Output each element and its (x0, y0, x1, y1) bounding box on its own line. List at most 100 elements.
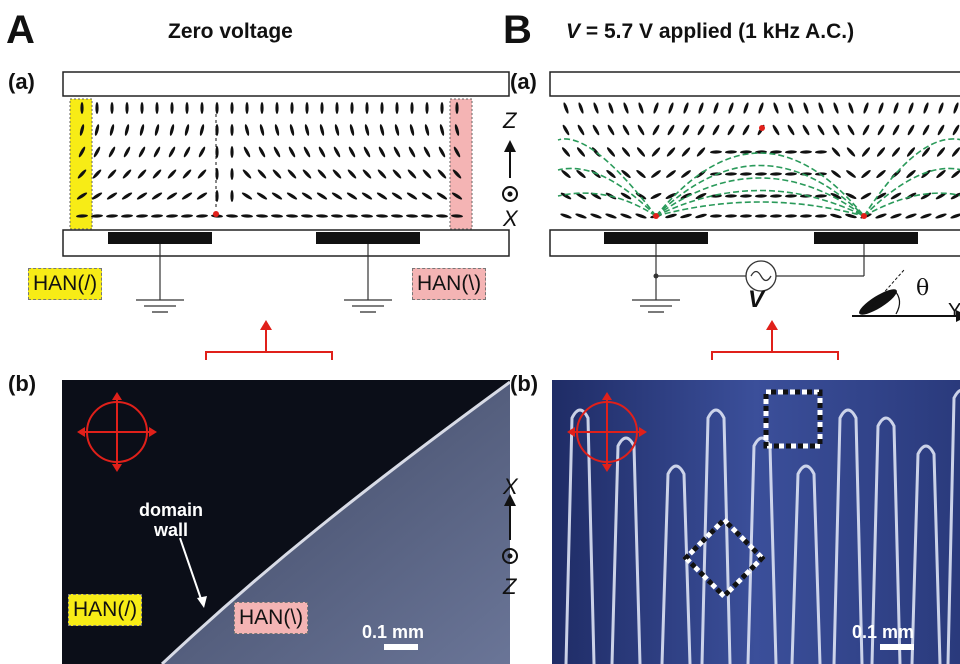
electrode-left (108, 232, 212, 244)
lc-molecule (953, 102, 959, 114)
lc-molecule (605, 213, 617, 219)
lc-molecule (788, 102, 794, 114)
lc-molecule (166, 214, 178, 218)
lc-molecule (76, 214, 88, 218)
lc-molecule (364, 124, 370, 136)
lc-molecule (906, 147, 916, 157)
lc-molecule (665, 213, 677, 219)
lc-molecule (196, 192, 208, 200)
polarizer-crosshair (79, 394, 155, 470)
stripe-domain (790, 464, 822, 664)
stripe-domain (946, 388, 960, 664)
lc-molecule (319, 124, 325, 136)
ground-symbol-left (136, 299, 184, 313)
lc-molecule (577, 124, 585, 136)
lc-molecule (878, 102, 884, 114)
lc-molecule (815, 150, 827, 154)
lc-molecule (680, 213, 692, 219)
lc-molecule (241, 214, 253, 218)
lc-molecule (608, 102, 614, 114)
panel-a-sub-a: (a) (8, 69, 35, 94)
lc-molecule (410, 102, 414, 114)
lc-molecule (623, 102, 629, 114)
lc-molecule (935, 213, 947, 219)
lc-molecule (921, 169, 931, 179)
lc-molecule (245, 102, 249, 114)
lc-molecule (391, 214, 403, 218)
lc-molecule (636, 147, 646, 157)
lc-director-field (76, 102, 463, 218)
lc-molecule (260, 102, 264, 114)
panel-a-letter: A (6, 8, 35, 52)
lc-molecule (422, 169, 432, 179)
lc-molecule (848, 102, 854, 114)
lc-molecule (286, 192, 298, 200)
lc-molecule (304, 124, 310, 136)
lc-molecule (230, 168, 234, 180)
lc-molecule (121, 214, 133, 218)
lc-molecule (606, 147, 616, 157)
lc-molecule (803, 102, 809, 114)
lc-molecule (892, 124, 900, 136)
lc-molecule (421, 214, 433, 218)
lc-molecule (169, 124, 175, 136)
lc-molecule (350, 102, 354, 114)
lc-molecule (773, 102, 779, 114)
lc-molecule (391, 192, 403, 200)
lc-molecule (563, 102, 569, 114)
lc-molecule (256, 192, 268, 200)
lc-molecule (845, 213, 857, 219)
lc-molecule (80, 102, 84, 114)
lc-molecule (681, 170, 691, 178)
panel-b-sub-a: (a) (510, 69, 537, 94)
scale-bar-label-a: 0.1 mm (362, 622, 425, 642)
lc-molecule (392, 169, 402, 179)
axis-z2-label: Z (503, 574, 517, 599)
lc-molecule (890, 213, 902, 219)
lc-molecule (950, 192, 960, 200)
scale-bar-label-b: 0.1 mm (852, 622, 915, 642)
lc-molecule (347, 169, 357, 179)
lc-molecule (742, 124, 750, 136)
lc-molecule (875, 213, 887, 219)
panel-b-heading: V = 5.7 V applied (1 kHz A.C.) (566, 20, 854, 44)
red-bracket-arrow-b (711, 328, 839, 360)
stripe-domain (910, 444, 942, 664)
lc-molecule (920, 192, 932, 200)
lc-molecule (136, 214, 148, 218)
pink-han-region (449, 98, 473, 230)
lc-molecule (710, 214, 722, 218)
lc-molecule (861, 147, 871, 157)
lc-molecule (607, 124, 615, 136)
lc-molecule (243, 146, 251, 158)
lc-molecule (440, 102, 444, 114)
panel-b-cell-diagram (502, 71, 960, 360)
lc-molecule (121, 192, 133, 200)
lc-molecule (92, 169, 102, 179)
electrode-right (316, 232, 420, 244)
lc-molecule (890, 192, 902, 200)
lc-molecule (151, 214, 163, 218)
lc-molecule (361, 192, 373, 200)
lc-molecule (802, 124, 810, 136)
lc-molecule (772, 124, 780, 136)
lc-molecule (333, 146, 341, 158)
lc-molecule (183, 146, 191, 158)
lc-molecule (454, 124, 460, 136)
lc-molecule (575, 213, 587, 219)
lc-molecule (197, 169, 207, 179)
lc-molecule (78, 146, 86, 158)
lc-molecule (666, 170, 676, 178)
han-right-label: HAN(\) (412, 268, 487, 300)
lc-molecule (348, 146, 356, 158)
lc-molecule (275, 102, 279, 114)
lc-molecule (876, 169, 886, 179)
lc-molecule (408, 146, 416, 158)
lc-molecule (272, 169, 282, 179)
lc-molecule (305, 102, 309, 114)
lc-molecule (79, 124, 85, 136)
lc-molecule (622, 124, 630, 136)
axis-xz-icon (502, 494, 518, 564)
lc-molecule (184, 124, 190, 136)
lc-molecule (362, 169, 372, 179)
